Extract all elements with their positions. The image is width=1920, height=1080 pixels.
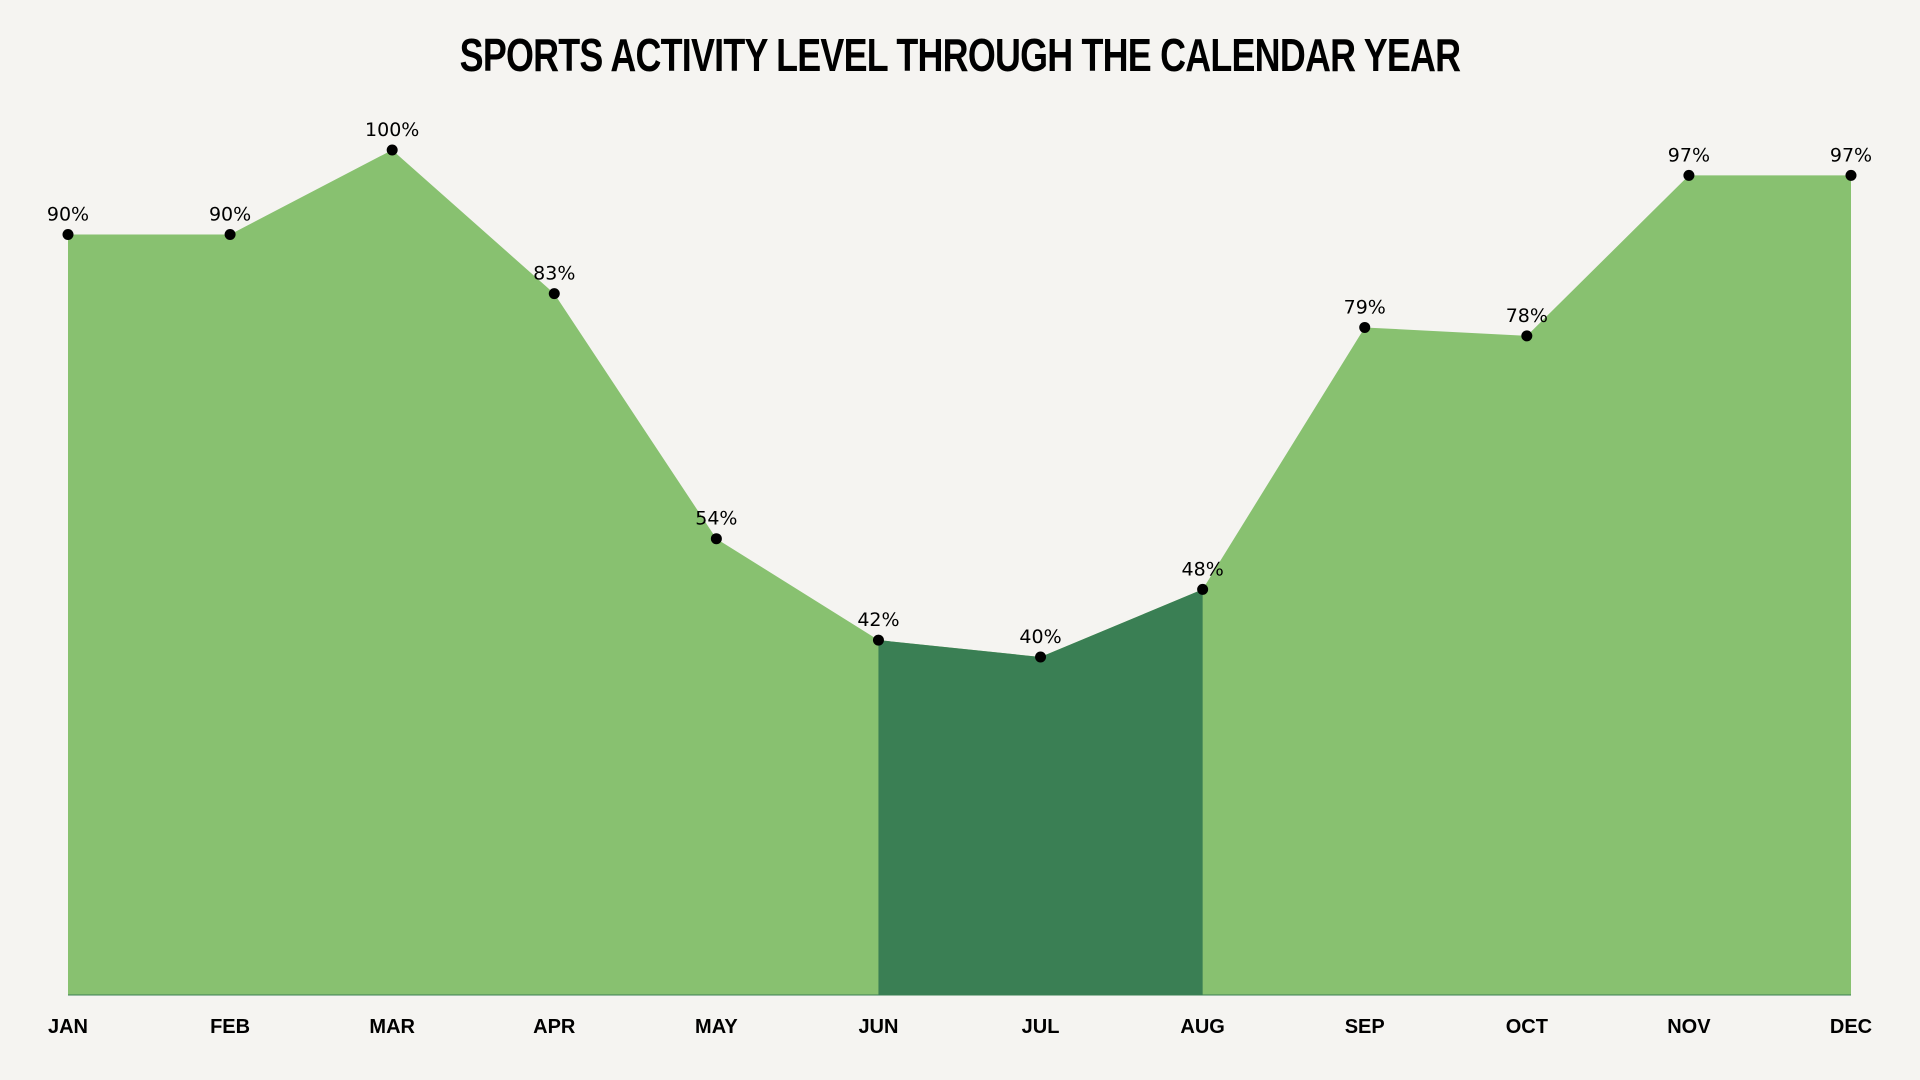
data-label-nov: 97% [1668, 144, 1710, 166]
data-label-apr: 83% [533, 263, 575, 285]
data-labels: 90% 90% 100% 83% 54% 42% 40% 48% 79% 78% 97% 97% [47, 119, 1872, 648]
data-point-jan [62, 229, 74, 240]
x-tick-aug: AUG [1180, 1016, 1224, 1038]
chart-title: SPORTS ACTIVITY LEVEL THROUGH THE CALEND… [459, 29, 1461, 81]
data-label-mar: 100% [365, 119, 419, 141]
data-label-aug: 48% [1182, 558, 1224, 580]
data-label-dec: 97% [1830, 144, 1872, 166]
x-tick-feb: FEB [210, 1016, 250, 1038]
data-point-nov [1683, 169, 1695, 181]
data-label-feb: 90% [209, 204, 251, 226]
x-tick-oct: OCT [1506, 1016, 1548, 1038]
data-point-jun [872, 634, 884, 646]
x-tick-jan: JAN [48, 1016, 88, 1038]
data-point-may [710, 533, 722, 545]
data-points [62, 144, 1857, 663]
data-label-oct: 78% [1506, 305, 1548, 327]
x-tick-jul: JUL [1022, 1016, 1060, 1038]
x-tick-mar: MAR [369, 1016, 415, 1038]
data-label-jul: 40% [1019, 626, 1061, 648]
x-tick-nov: NOV [1667, 1016, 1711, 1038]
x-axis-tick-labels: JAN FEB MAR APR MAY JUN JUL AUG SEP OCT NOV DEC [48, 1016, 1872, 1038]
data-label-jan: 90% [47, 204, 89, 226]
data-point-sep [1359, 321, 1371, 333]
data-point-oct [1521, 330, 1533, 342]
x-tick-jun: JUN [858, 1016, 898, 1038]
area-fill [68, 150, 1851, 995]
data-point-aug [1197, 583, 1209, 595]
x-tick-may: MAY [695, 1016, 738, 1038]
x-tick-dec: DEC [1830, 1016, 1872, 1038]
data-point-jul [1035, 651, 1047, 663]
data-label-may: 54% [695, 508, 737, 530]
data-point-mar [386, 144, 398, 156]
data-label-jun: 42% [857, 609, 899, 631]
data-label-sep: 79% [1344, 296, 1386, 318]
data-point-apr [548, 288, 560, 300]
area-highlight-summer [878, 589, 1203, 995]
x-tick-apr: APR [533, 1016, 576, 1038]
data-point-feb [224, 229, 236, 240]
data-point-dec [1845, 169, 1857, 181]
x-tick-sep: SEP [1345, 1016, 1385, 1038]
